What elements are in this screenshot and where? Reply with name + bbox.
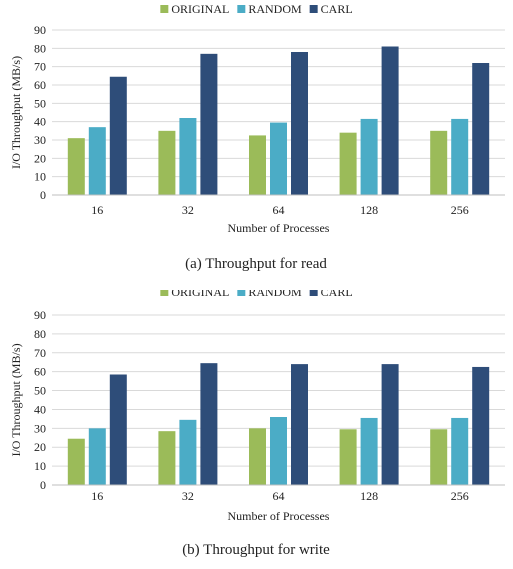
y-tick-label: 70 <box>34 60 46 74</box>
bar-random-256 <box>451 417 469 485</box>
y-tick-label: 90 <box>34 308 46 322</box>
y-axis-ticks: 0 10 20 30 40 50 60 70 80 90 <box>34 23 46 202</box>
y-tick-label: 20 <box>34 440 46 454</box>
bar-random-64 <box>270 122 287 195</box>
legend-swatch <box>237 5 246 13</box>
y-tick-label: 40 <box>34 402 46 416</box>
y-axis-label: I/O Throughput (MB/s) <box>9 343 23 456</box>
y-axis-ticks: 0 10 20 30 40 50 60 70 80 90 <box>34 308 46 492</box>
bar-random-256 <box>451 118 469 195</box>
y-axis-label: I/O Throughput (MB/s) <box>9 56 23 169</box>
y-tick-label: 60 <box>34 365 46 379</box>
y-tick-label: 40 <box>34 115 46 129</box>
y-tick-label: 10 <box>34 459 46 473</box>
legend-label: RANDOM <box>248 2 302 16</box>
bar-carl-64 <box>291 364 308 485</box>
bar-carl-32 <box>200 53 218 196</box>
x-tick-label: 128 <box>360 489 378 503</box>
y-tick-label: 90 <box>34 23 46 37</box>
y-tick-label: 70 <box>34 346 46 360</box>
bar-carl-256 <box>472 63 490 195</box>
x-axis-ticks: 16 32 64 128 256 <box>91 489 468 503</box>
x-tick-label: 16 <box>91 489 103 503</box>
bar-carl-128 <box>381 46 399 195</box>
bar-original-256 <box>430 130 448 195</box>
bar-original-16 <box>67 438 85 485</box>
write-throughput-chart: ORIGINAL RANDOM CARL 0 10 20 30 40 50 60 70 80 90 1… <box>9 290 505 558</box>
bar-carl-128 <box>381 364 399 485</box>
bar-carl-64 <box>291 52 308 195</box>
x-axis-label: Number of Processes <box>228 509 330 523</box>
bar-original-32 <box>158 431 176 485</box>
legend-item-original: ORIGINAL <box>160 290 229 299</box>
bar-original-256 <box>430 429 448 485</box>
x-tick-label: 64 <box>273 489 285 503</box>
y-tick-label: 30 <box>34 133 46 147</box>
gridlines <box>52 29 505 178</box>
x-tick-label: 32 <box>182 203 194 217</box>
bar-original-32 <box>158 130 176 195</box>
bar-carl-256 <box>472 366 490 485</box>
bar-original-16 <box>67 138 85 195</box>
y-tick-label: 80 <box>34 327 46 341</box>
chart-caption: (a) Throughput for read <box>185 256 327 272</box>
legend-item-carl: CARL <box>309 290 353 299</box>
legend-swatch <box>160 290 169 296</box>
legend-item-random: RANDOM <box>237 2 302 16</box>
bar-random-64 <box>270 417 287 485</box>
bar-original-64 <box>249 135 266 195</box>
legend-swatch <box>237 290 246 296</box>
legend-swatch <box>160 5 169 13</box>
chart-legend: ORIGINAL RANDOM CARL <box>160 2 353 16</box>
legend-swatch <box>309 290 318 296</box>
y-tick-label: 50 <box>34 96 46 110</box>
x-tick-label: 32 <box>182 489 194 503</box>
legend-label: CARL <box>321 290 353 299</box>
bar-random-16 <box>88 428 106 485</box>
bars <box>67 46 490 196</box>
x-tick-label: 16 <box>91 203 103 217</box>
bar-random-128 <box>360 417 378 485</box>
x-axis-label: Number of Processes <box>228 221 330 235</box>
x-tick-label: 64 <box>273 203 285 217</box>
y-tick-label: 10 <box>34 170 46 184</box>
y-tick-label: 80 <box>34 41 46 55</box>
legend-item-random: RANDOM <box>237 290 302 299</box>
x-tick-label: 256 <box>451 489 469 503</box>
legend-swatch <box>309 5 318 13</box>
bar-carl-16 <box>109 374 127 485</box>
y-tick-label: 20 <box>34 151 46 165</box>
bar-carl-32 <box>200 363 218 485</box>
y-tick-label: 0 <box>40 478 46 492</box>
chart-legend: ORIGINAL RANDOM CARL <box>160 290 353 299</box>
bar-random-16 <box>88 127 106 195</box>
legend-label: ORIGINAL <box>171 290 229 299</box>
bar-original-64 <box>249 428 266 485</box>
bar-random-32 <box>179 118 197 195</box>
bar-random-32 <box>179 419 197 485</box>
legend-label: ORIGINAL <box>171 2 229 16</box>
y-tick-label: 0 <box>40 188 46 202</box>
bar-carl-16 <box>109 76 127 195</box>
x-tick-label: 128 <box>360 203 378 217</box>
bar-random-128 <box>360 118 378 195</box>
y-tick-label: 60 <box>34 78 46 92</box>
x-axis-ticks: 16 32 64 128 256 <box>91 203 468 217</box>
y-tick-label: 30 <box>34 421 46 435</box>
legend-label: CARL <box>321 2 353 16</box>
bars <box>67 363 490 485</box>
read-throughput-chart: ORIGINAL RANDOM CARL 0 10 20 30 40 50 60 70 80 90 1… <box>9 2 505 272</box>
legend-item-original: ORIGINAL <box>160 2 229 16</box>
y-tick-label: 50 <box>34 384 46 398</box>
chart-caption: (b) Throughput for write <box>182 542 330 558</box>
bar-original-128 <box>339 132 357 195</box>
legend-item-carl: CARL <box>309 2 353 16</box>
x-tick-label: 256 <box>451 203 469 217</box>
bar-original-128 <box>339 429 357 485</box>
legend-label: RANDOM <box>248 290 302 299</box>
